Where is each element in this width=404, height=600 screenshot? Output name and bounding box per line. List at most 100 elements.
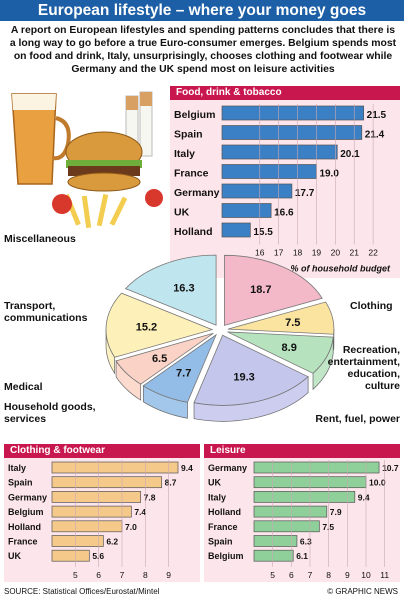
category-label-2: Italy [208,492,226,502]
food-drink-illustration [11,91,163,229]
tick-label-3: 8 [143,570,148,580]
x-axis-label: % of household budget [291,264,391,274]
pie-slice-7 [124,254,217,326]
category-label-2: Italy [174,148,195,160]
tick-label-0: 5 [73,570,78,580]
value-label-5: 6.3 [300,537,312,547]
pie-slice-1 [227,301,335,335]
tick-label-2: 7 [308,570,313,580]
bar-6 [221,222,251,238]
category-label-4: France [208,522,238,532]
tick-label-1: 17 [274,248,284,258]
tick-label-6: 11 [380,570,389,580]
category-label-3: Holland [208,507,241,517]
tick-label-6: 22 [368,248,378,258]
value-label-5: 16.6 [274,208,294,219]
category-label-1: Spain [8,478,33,488]
bar-2 [221,144,338,160]
category-label-1: UK [208,478,221,488]
bar-4 [221,183,293,199]
source-note: SOURCE: Statistical Offices/Eurostat/Min… [4,587,160,596]
bar-6 [253,549,294,562]
label-medical: Medical [4,381,43,393]
value-label-1: 10.0 [369,478,386,488]
value-label-1: 8.7 [165,478,177,488]
bar-1 [221,125,363,140]
bar-3 [253,505,328,518]
category-label-5: UK [174,207,190,219]
pie-slice-0 [224,254,323,326]
bar-3 [51,505,132,518]
brand-credit: © GRAPHIC NEWS [327,587,398,596]
tick-label-5: 21 [349,248,359,258]
bar-0 [221,105,365,121]
intro-text: A report on European lifestyles and spen… [9,25,397,75]
category-label-1: Spain [174,129,203,141]
pie-value-label-3: 19.3 [233,371,254,383]
bar-0 [253,461,380,474]
value-label-2: 20.1 [340,149,360,160]
bar-4 [51,520,123,533]
value-label-0: 21.5 [367,110,387,121]
pie-slice-6 [105,292,214,358]
tick-label-1: 6 [289,570,294,580]
tick-label-3: 19 [312,248,322,258]
leisure-chart-title: Leisure [204,444,400,458]
label-recreation: Recreation, entertainment, education, cu… [327,344,400,392]
bar-3 [221,164,317,179]
bar-5 [221,203,272,218]
bar-5 [253,535,298,547]
category-label-6: Holland [174,226,213,238]
clothing-chart-title: Clothing & footwear [4,444,200,458]
tick-label-2: 18 [293,248,303,258]
food-drink-tobacco-chart: Belgium 21.5 Spain 21.4 Italy 20.1 France 19.0 G… [174,104,391,274]
value-label-0: 9.4 [181,463,193,473]
value-label-6: 6.1 [296,551,308,561]
tick-label-5: 10 [361,570,371,580]
category-label-0: Germany [208,463,247,473]
value-label-1: 21.4 [365,130,385,141]
category-label-3: Belgium [8,507,44,517]
category-label-0: Belgium [174,109,215,121]
bar-0 [51,461,179,474]
page-title: European lifestyle – where your money go… [0,0,404,21]
bar-1 [51,476,163,489]
label-miscellaneous: Miscellaneous [4,233,76,245]
pie-value-label-0: 18.7 [250,284,271,296]
pie-value-label-6: 15.2 [136,322,157,334]
household-budget-pie: 18.7 7.5 8.9 19.3 7.7 6.5 15.2 16.3 [105,254,335,422]
pie-value-label-4: 7.7 [176,368,191,380]
value-label-0: 10.7 [382,463,399,473]
value-label-5: 6.2 [106,537,118,547]
tick-label-3: 8 [326,570,331,580]
label-rent: Rent, fuel, power [315,413,400,425]
tick-label-2: 7 [120,570,125,580]
bar-4 [253,520,320,533]
value-label-2: 9.4 [358,492,370,502]
value-label-2: 7.8 [144,492,156,502]
pie-value-label-5: 6.5 [152,353,167,365]
category-label-5: France [8,537,38,547]
food-chart-title: Food, drink & tobacco [170,86,400,100]
tick-label-0: 5 [270,570,275,580]
category-label-5: Spain [208,537,233,547]
clothing-footwear-chart: Italy 9.4 Spain 8.7 Germany 7.8 Belgium 7.4 Holl… [8,460,193,580]
label-transport: Transport, communications [4,300,88,324]
label-household-goods: Household goods, services [4,401,96,425]
category-label-3: France [174,168,209,180]
category-label-4: Germany [174,187,220,199]
pie-value-label-1: 7.5 [285,317,300,329]
bar-2 [51,491,142,503]
value-label-4: 17.7 [295,188,315,199]
category-label-6: UK [8,551,21,561]
category-label-4: Holland [8,522,41,532]
bar-5 [51,535,104,547]
tick-label-1: 6 [96,570,101,580]
pie-slice-2 [227,331,334,374]
tick-label-0: 16 [255,248,265,258]
value-label-6: 15.5 [253,227,273,238]
bar-6 [51,549,90,562]
tick-label-4: 9 [345,570,350,580]
pie-slice-3 [193,334,309,406]
pie-slice-4 [142,333,217,403]
